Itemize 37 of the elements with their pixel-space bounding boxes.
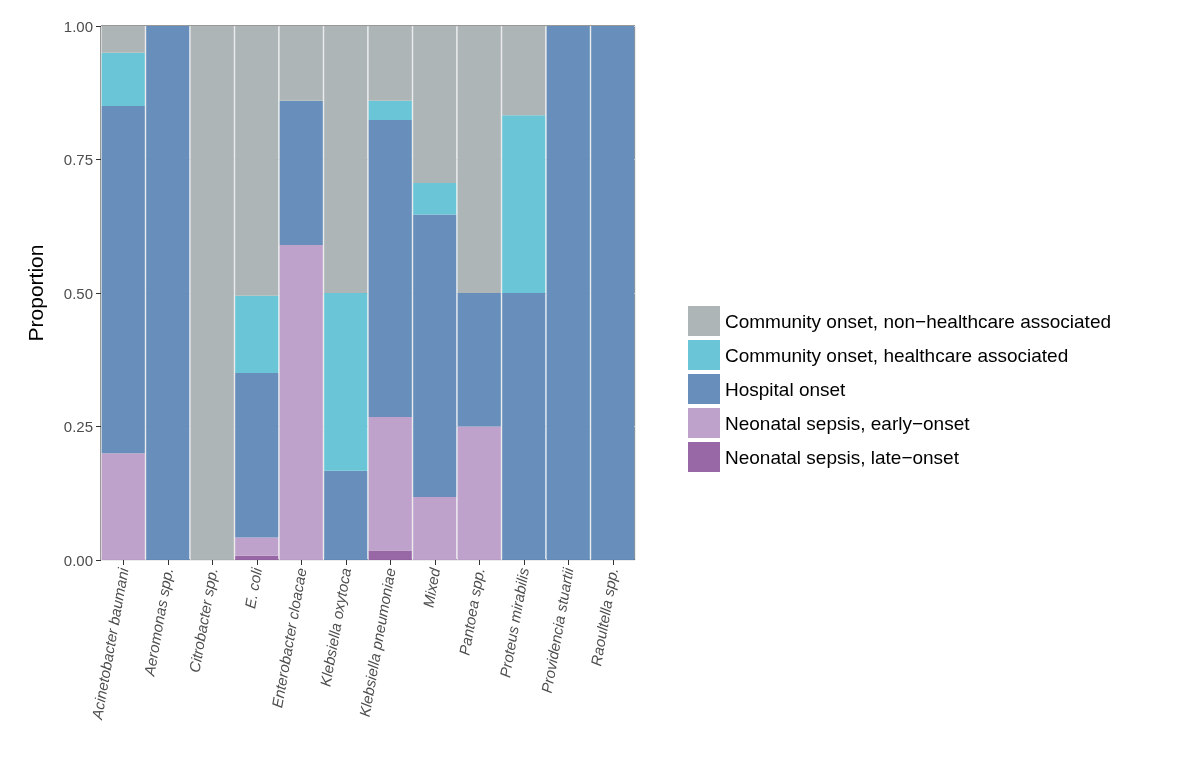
bar [457, 426, 501, 560]
bar [235, 373, 279, 538]
y-axis-title: Proportion [24, 244, 47, 342]
bar [413, 183, 457, 215]
legend-label: Neonatal sepsis, late−onset [725, 446, 960, 468]
x-tick-label: Providencia stuartii [537, 565, 577, 695]
y-tick-label: 0.25 [63, 418, 93, 435]
x-tick-label: Pantoea spp. [455, 566, 488, 657]
bar [235, 555, 279, 560]
legend-label: Community onset, healthcare associated [725, 344, 1069, 366]
x-tick-label: Proteus mirabilis [496, 566, 533, 679]
y-tick-label: 0.75 [63, 151, 93, 168]
x-tick-label: Klebsiella pneumoniae [355, 566, 399, 719]
bar [235, 295, 279, 374]
bar [279, 244, 323, 560]
legend-label: Hospital onset [725, 378, 847, 400]
y-tick-label: 0.50 [63, 284, 93, 302]
x-tick-label: Citrobacter spp. [185, 566, 221, 674]
bar [502, 115, 546, 293]
x-tick-label: Raoultella spp. [587, 566, 622, 668]
bar [101, 26, 145, 53]
x-tick-label: Aeromonas spp. [140, 566, 177, 679]
x-tick-label: E. coli [241, 565, 266, 610]
bar [101, 52, 145, 107]
y-tick-label: 1.00 [63, 17, 93, 35]
legend-label: Neonatal sepsis, early−onset [725, 412, 971, 434]
bar [368, 100, 412, 120]
bar [235, 537, 279, 556]
x-tick-label: Mixed [419, 565, 444, 609]
legend-label: Community onset, non−healthcare associated [725, 310, 1112, 332]
bar [101, 453, 145, 560]
x-tick-label: Klebsiella oxytoca [316, 566, 355, 688]
x-tick-label: Enterobacter cloacae [268, 566, 310, 710]
bar [324, 293, 368, 471]
bar [279, 100, 323, 245]
bar [324, 470, 368, 560]
bar [368, 550, 412, 560]
